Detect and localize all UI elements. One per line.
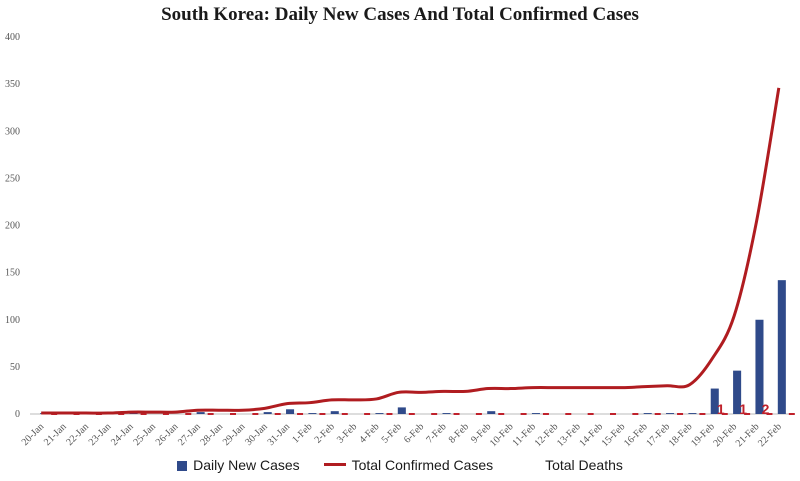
x-tick-label: 6-Feb [402, 421, 426, 445]
x-tick-label: 29-Jan [221, 421, 248, 448]
x-tick-label: 23-Jan [87, 421, 114, 448]
x-tick-label: 17-Feb [644, 421, 672, 449]
x-tick-label: 22-Jan [64, 421, 91, 448]
x-tick-label: 15-Feb [600, 421, 628, 449]
x-tick-label: 31-Jan [266, 421, 293, 448]
bar-daily-new-cases [286, 409, 295, 414]
legend-swatch-empty [517, 467, 539, 470]
bar-daily-new-cases [196, 412, 205, 414]
bar-daily-new-cases [755, 319, 764, 414]
x-tick-label: 4-Feb [357, 421, 381, 445]
x-tick-label: 12-Feb [533, 421, 561, 449]
legend-item-total-deaths: Total Deaths [517, 457, 623, 473]
legend-label: Daily New Cases [193, 457, 300, 474]
bar-daily-new-cases [308, 413, 317, 414]
bar-daily-new-cases [710, 388, 719, 414]
bar-daily-new-cases [733, 370, 742, 414]
y-tick-label: 150 [5, 268, 20, 279]
bar-daily-new-cases [688, 413, 697, 414]
x-tick-label: 21-Jan [42, 421, 69, 448]
y-tick-label: 300 [5, 126, 20, 137]
legend-item-daily-new-cases: Daily New Cases [177, 457, 300, 473]
bar-daily-new-cases [375, 413, 384, 414]
bar-daily-new-cases [777, 280, 786, 414]
x-tick-label: 27-Jan [176, 421, 203, 448]
x-tick-label: 13-Feb [555, 421, 583, 449]
y-tick-label: 0 [15, 409, 20, 420]
bar-daily-new-cases [531, 413, 540, 414]
x-tick-label: 20-Jan [20, 421, 47, 448]
x-tick-label: 1-Feb [290, 421, 314, 445]
x-tick-label: 22-Feb [756, 421, 784, 449]
x-tick-label: 8-Feb [447, 421, 471, 445]
x-tick-label: 2-Feb [313, 421, 337, 445]
legend-swatch-bar [177, 461, 188, 472]
chart-title: South Korea: Daily New Cases And Total C… [161, 4, 639, 25]
bar-daily-new-cases [643, 413, 652, 414]
bar-daily-new-cases [442, 413, 451, 414]
x-tick-label: 28-Jan [198, 421, 225, 448]
x-tick-label: 21-Feb [734, 421, 762, 449]
data-label-total-deaths: 2 [762, 401, 770, 417]
y-tick-label: 350 [5, 79, 20, 90]
legend-swatch-line [323, 463, 346, 467]
x-tick-label: 18-Feb [667, 421, 695, 449]
y-tick-label: 250 [5, 173, 20, 184]
y-tick-label: 100 [5, 315, 20, 326]
x-tick-label: 16-Feb [622, 421, 650, 449]
x-tick-label: 10-Feb [488, 421, 516, 449]
x-tick-label: 19-Feb [689, 421, 717, 449]
bar-daily-new-cases [487, 411, 496, 414]
bar-daily-new-cases [666, 413, 675, 414]
x-tick-label: 20-Feb [711, 421, 739, 449]
x-tick-label: 11-Feb [511, 421, 539, 449]
y-tick-label: 400 [5, 32, 20, 43]
x-tick-label: 26-Jan [154, 421, 181, 448]
bar-daily-new-cases [397, 407, 406, 414]
x-tick-label: 14-Feb [577, 421, 605, 449]
x-tick-label: 5-Feb [380, 421, 404, 445]
bar-daily-new-cases [263, 412, 272, 414]
y-tick-label: 50 [10, 362, 20, 373]
legend: Daily New Cases Total Confirmed Cases To… [0, 456, 800, 473]
legend-label: Total Deaths [545, 457, 623, 474]
x-tick-label: 7-Feb [424, 421, 448, 445]
y-tick-label: 200 [5, 221, 20, 232]
x-tick-label: 30-Jan [243, 421, 270, 448]
x-tick-label: 24-Jan [109, 421, 136, 448]
data-label-total-deaths: 1 [717, 401, 725, 417]
line-total-confirmed-cases [41, 87, 781, 415]
x-tick-label: 25-Jan [131, 421, 158, 448]
bar-daily-new-cases [330, 411, 339, 414]
data-label-total-deaths: 1 [739, 401, 747, 417]
x-tick-label: 3-Feb [335, 421, 359, 445]
legend-label: Total Confirmed Cases [351, 457, 494, 474]
legend-item-total-confirmed-cases: Total Confirmed Cases [323, 457, 494, 474]
